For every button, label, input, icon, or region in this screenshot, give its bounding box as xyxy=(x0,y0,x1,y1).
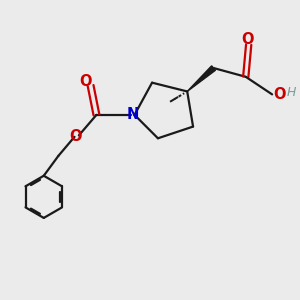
Text: H: H xyxy=(287,86,296,99)
Text: O: O xyxy=(241,32,253,47)
Text: O: O xyxy=(79,74,92,89)
Polygon shape xyxy=(187,66,215,92)
Text: O: O xyxy=(69,129,82,144)
Text: O: O xyxy=(274,87,286,102)
Text: N: N xyxy=(127,107,139,122)
